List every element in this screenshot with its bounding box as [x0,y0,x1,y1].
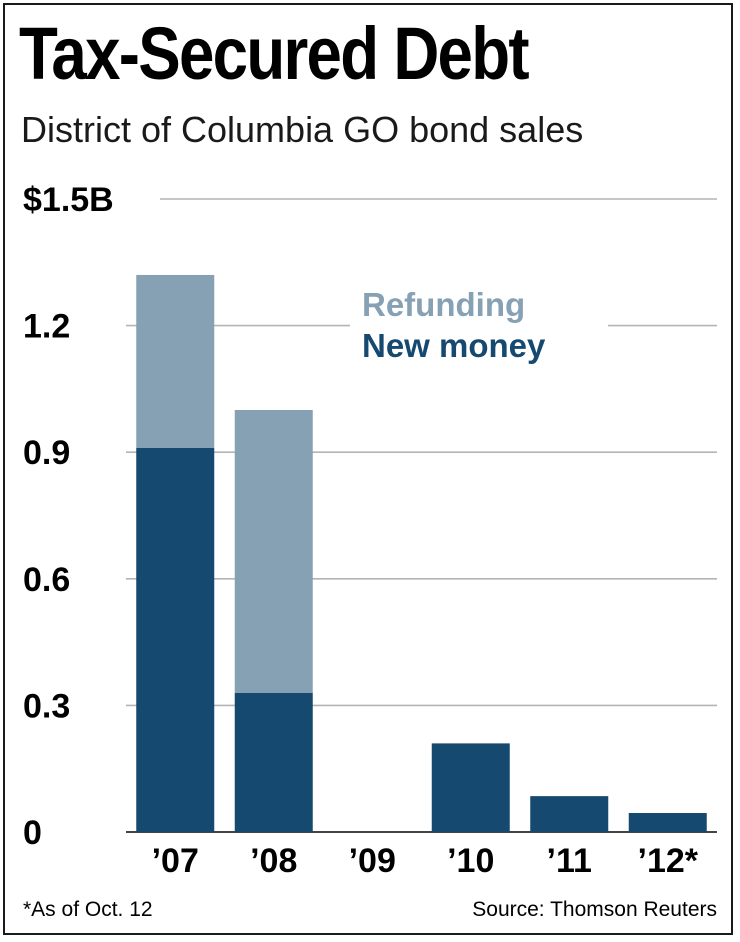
axes: 0 0.3 0.6 0.9 1.2 $1.5B ’07 ’08 ’09 ’10 ’11 ’12* [23,181,699,880]
legend: Refunding New money [350,278,608,368]
bar-new-money [628,813,707,832]
x-tick-label: ’11 [547,842,592,880]
x-tick-label: ’09 [349,842,396,880]
y-tick-label: 0.6 [23,561,70,599]
bar-new-money [431,743,510,832]
x-tick-label: ’12* [638,842,699,880]
chart-frame [3,3,733,935]
y-tick-label: 0 [23,814,42,852]
bar-new-money [530,796,609,832]
source-note: Source: Thomson Reuters [472,898,717,921]
bar-new-money [136,447,215,832]
y-tick-label: 0.3 [23,687,70,725]
bars [136,274,707,832]
y-tick-label: 1.2 [23,308,70,346]
bar-refunding [136,274,215,448]
legend-entry: New money [362,327,546,364]
x-tick-label: ’07 [152,842,199,880]
footnote: *As of Oct. 12 [23,898,153,921]
legend-background [350,278,608,368]
legend-entry: Refunding [362,286,525,323]
y-tick-label: $1.5B [23,181,114,219]
bar-new-money [234,692,313,832]
bar-refunding [234,410,313,693]
x-tick-label: ’10 [447,842,494,880]
chart-title: Tax-Secured Debt [19,12,530,95]
y-tick-label: 0.9 [23,434,70,472]
chart-subtitle: District of Columbia GO bond sales [21,109,584,150]
x-tick-label: ’08 [250,842,297,880]
